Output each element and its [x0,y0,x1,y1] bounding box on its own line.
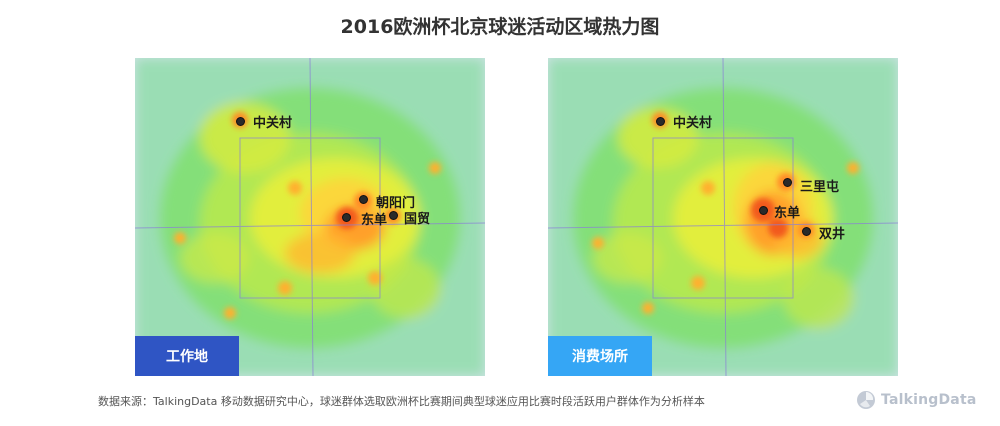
tag-consumption: 消费场所 [548,336,652,376]
place-dot-zhongguancun-work [236,117,245,126]
brand-logo: TalkingData [856,389,977,411]
place-label-zhongguancun-work: 中关村 [253,116,293,131]
heatmap-layer-workplace [135,58,485,376]
place-dot-shuangjing [802,227,811,236]
data-source-note: 数据来源：TalkingData 移动数据研究中心，球迷群体选取欧洲杯比赛期间典… [98,395,705,408]
place-label-guomao: 国贸 [404,212,431,227]
heatmap-workplace: 中关村 朝阳门 东单 国贸 工作地 [135,58,485,376]
talkingdata-logo-icon [857,391,875,409]
tag-workplace: 工作地 [135,336,239,376]
place-dot-chaoyangmen [359,195,368,204]
page-title: 2016欧洲杯北京球迷活动区域热力图 [340,16,660,38]
heatmap-consumption: 中关村 三里屯 东单 双井 消费场所 [548,58,898,376]
heatmap-layer-consumption [548,58,898,376]
place-label-dongdan-work: 东单 [361,213,388,228]
place-label-dongdan-consume: 东单 [774,206,801,221]
place-label-zhongguancun-consume: 中关村 [673,116,713,131]
place-dot-sanlitun [783,178,792,187]
place-label-sanlitun: 三里屯 [800,180,840,195]
place-label-shuangjing: 双井 [819,227,846,242]
place-dot-dongdan-work [342,213,351,222]
brand-name: TalkingData [881,392,977,408]
place-dot-zhongguancun-consume [656,117,665,126]
place-dot-guomao [389,211,398,220]
place-dot-dongdan-consume [759,206,768,215]
place-label-chaoyangmen: 朝阳门 [376,196,416,211]
